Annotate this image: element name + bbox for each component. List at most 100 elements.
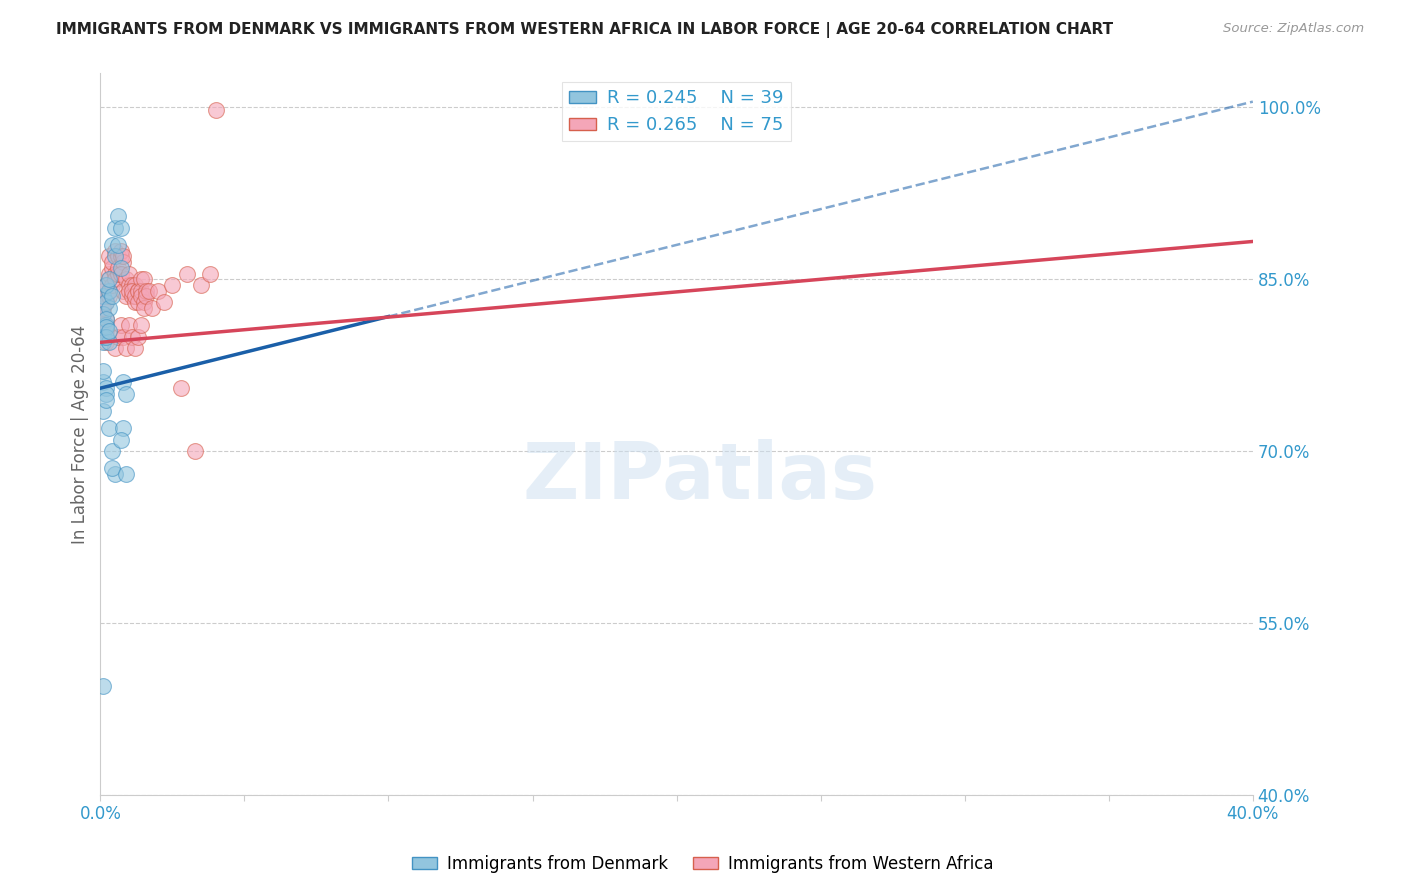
Point xyxy=(91,284,114,298)
Point xyxy=(91,289,114,303)
Point xyxy=(94,320,117,334)
Point xyxy=(98,249,121,263)
Point xyxy=(104,467,127,482)
Point xyxy=(129,284,152,298)
Point xyxy=(91,307,114,321)
Point xyxy=(94,278,117,293)
Point xyxy=(176,267,198,281)
Point xyxy=(115,272,138,286)
Point xyxy=(110,220,132,235)
Point xyxy=(104,220,127,235)
Point xyxy=(98,335,121,350)
Point xyxy=(94,318,117,333)
Point xyxy=(162,278,184,293)
Point xyxy=(107,238,129,252)
Text: Source: ZipAtlas.com: Source: ZipAtlas.com xyxy=(1223,22,1364,36)
Point xyxy=(98,289,121,303)
Legend: R = 0.245    N = 39, R = 0.265    N = 75: R = 0.245 N = 39, R = 0.265 N = 75 xyxy=(562,82,792,142)
Point xyxy=(112,421,135,435)
Point xyxy=(132,272,155,286)
Point xyxy=(110,249,132,263)
Point xyxy=(124,295,146,310)
Point xyxy=(91,376,114,390)
Legend: Immigrants from Denmark, Immigrants from Western Africa: Immigrants from Denmark, Immigrants from… xyxy=(405,848,1001,880)
Point xyxy=(94,289,117,303)
Text: ZIPatlas: ZIPatlas xyxy=(522,440,877,516)
Point xyxy=(101,260,124,275)
Point xyxy=(94,312,117,326)
Point xyxy=(104,267,127,281)
Point xyxy=(118,284,141,298)
Point xyxy=(204,103,226,117)
Text: IMMIGRANTS FROM DENMARK VS IMMIGRANTS FROM WESTERN AFRICA IN LABOR FORCE | AGE 2: IMMIGRANTS FROM DENMARK VS IMMIGRANTS FR… xyxy=(56,22,1114,38)
Point xyxy=(129,318,152,333)
Point xyxy=(91,301,114,315)
Point xyxy=(135,284,157,298)
Point xyxy=(98,272,121,286)
Point xyxy=(112,329,135,343)
Point xyxy=(94,392,117,407)
Point xyxy=(132,295,155,310)
Point xyxy=(121,278,143,293)
Point xyxy=(104,249,127,263)
Point xyxy=(118,318,141,333)
Point xyxy=(91,679,114,693)
Point xyxy=(98,324,121,338)
Point xyxy=(198,267,221,281)
Point xyxy=(141,301,163,315)
Point xyxy=(107,249,129,263)
Point xyxy=(121,289,143,303)
Point xyxy=(91,318,114,333)
Point xyxy=(94,295,117,310)
Point xyxy=(121,284,143,298)
Point xyxy=(94,295,117,310)
Point xyxy=(110,318,132,333)
Point xyxy=(101,278,124,293)
Point xyxy=(129,272,152,286)
Point xyxy=(98,301,121,315)
Point xyxy=(91,329,114,343)
Point xyxy=(107,267,129,281)
Point xyxy=(94,324,117,338)
Point xyxy=(104,272,127,286)
Point xyxy=(124,289,146,303)
Point xyxy=(118,267,141,281)
Point xyxy=(101,238,124,252)
Y-axis label: In Labor Force | Age 20-64: In Labor Force | Age 20-64 xyxy=(72,325,89,543)
Point xyxy=(110,433,132,447)
Point xyxy=(127,284,149,298)
Point xyxy=(112,376,135,390)
Point xyxy=(115,387,138,401)
Point xyxy=(98,421,121,435)
Point xyxy=(94,381,117,395)
Point xyxy=(110,267,132,281)
Point xyxy=(124,278,146,293)
Point xyxy=(129,289,152,303)
Point xyxy=(135,289,157,303)
Point xyxy=(101,255,124,269)
Point xyxy=(104,341,127,355)
Point xyxy=(94,387,117,401)
Point xyxy=(115,341,138,355)
Point xyxy=(121,329,143,343)
Point xyxy=(101,444,124,458)
Point xyxy=(112,255,135,269)
Point xyxy=(91,364,114,378)
Point xyxy=(94,312,117,326)
Point xyxy=(94,329,117,343)
Point xyxy=(110,244,132,258)
Point xyxy=(118,278,141,293)
Point xyxy=(127,295,149,310)
Point xyxy=(184,444,207,458)
Point xyxy=(98,284,121,298)
Point xyxy=(98,284,121,298)
Point xyxy=(146,284,169,298)
Point xyxy=(112,249,135,263)
Point xyxy=(101,289,124,303)
Point xyxy=(91,307,114,321)
Point xyxy=(115,467,138,482)
Point xyxy=(190,278,212,293)
Point xyxy=(127,329,149,343)
Point xyxy=(98,272,121,286)
Point xyxy=(132,301,155,315)
